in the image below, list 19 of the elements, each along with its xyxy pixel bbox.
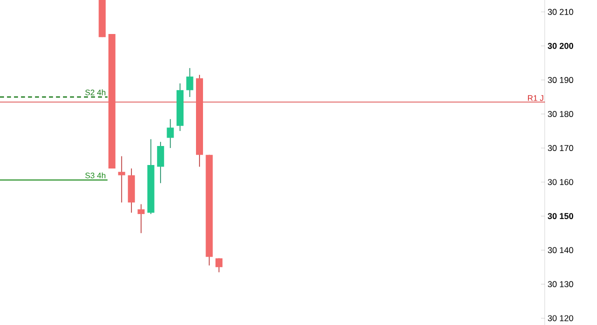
y-tick-label: 30 200	[548, 42, 574, 49]
candlestick	[138, 204, 145, 234]
ref-line-label: R1 J	[528, 95, 544, 101]
y-tick-label: 30 120	[548, 315, 574, 322]
y-tick-label: 30 130	[548, 281, 574, 288]
y-tick-label: 30 210	[548, 8, 574, 15]
candlestick	[118, 156, 126, 203]
ref-line-label: S2 4h	[85, 89, 106, 96]
y-tick-label: 30 180	[548, 111, 574, 118]
y-tick-label: 30 170	[548, 145, 574, 152]
y-tick-label: 30 140	[548, 247, 574, 254]
candlestick	[166, 118, 174, 148]
y-tick-label: 30 190	[548, 76, 574, 83]
candlestick	[157, 142, 164, 184]
candlestick	[186, 68, 194, 98]
candlestick	[215, 258, 222, 273]
y-tick-label: 30 150	[548, 213, 574, 220]
ref-line-label: S3 4h	[85, 172, 106, 178]
y-tick-label: 30 160	[548, 179, 574, 186]
